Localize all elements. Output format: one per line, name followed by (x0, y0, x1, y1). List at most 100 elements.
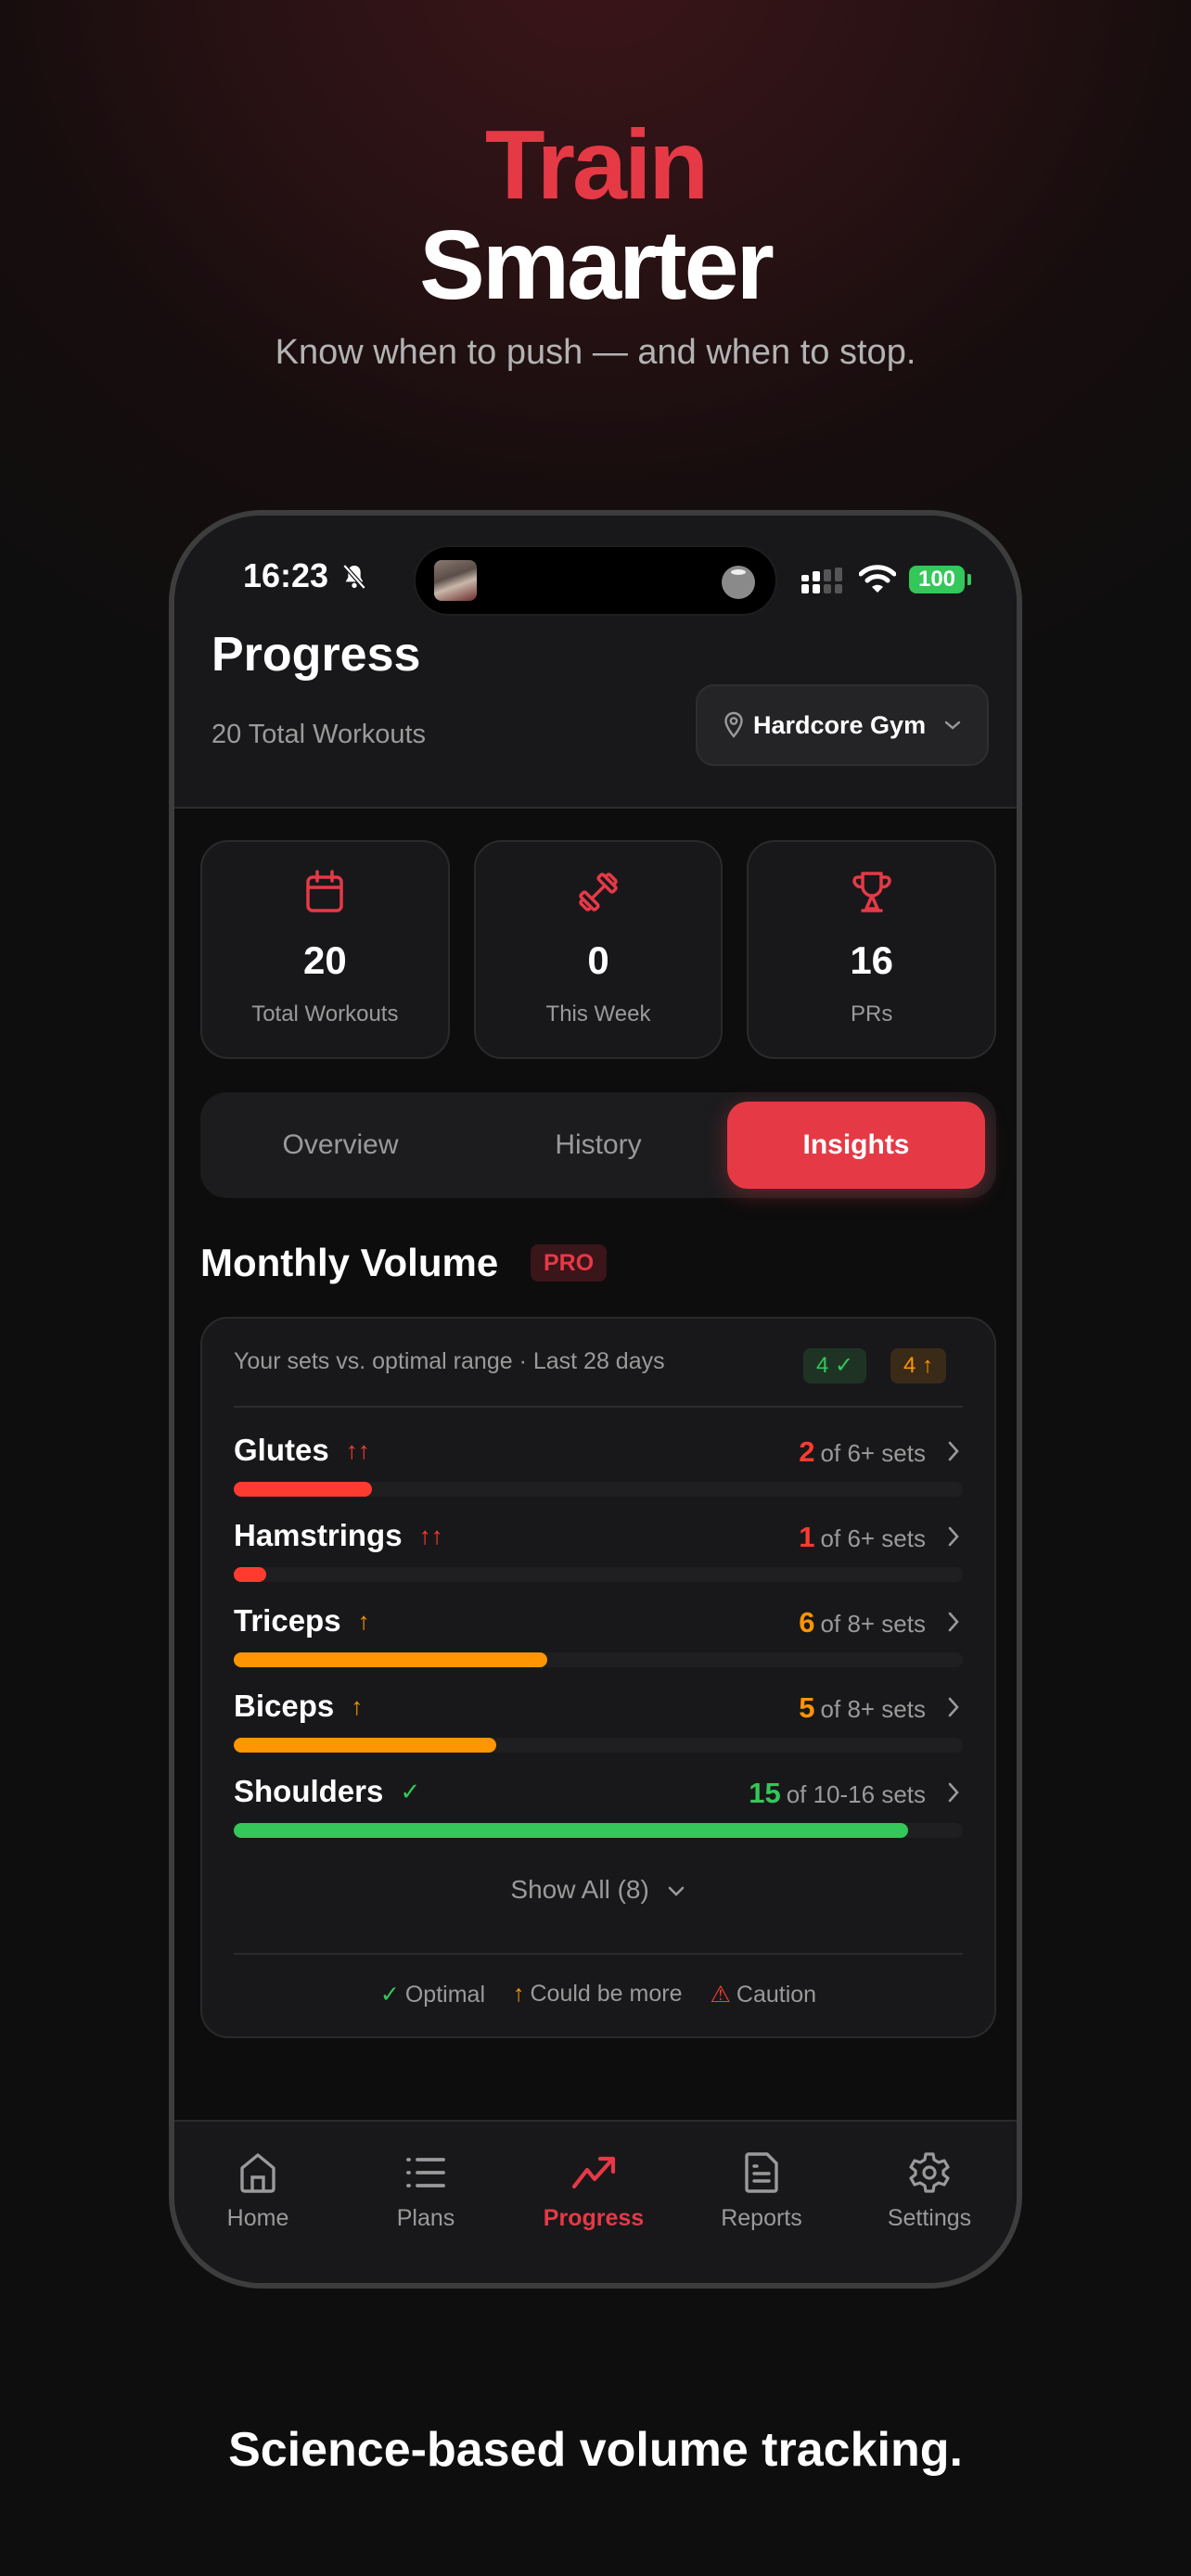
headline-smarter: Smarter (419, 210, 775, 320)
double-arrow-up-icon: ↑↑ (345, 1436, 370, 1464)
tab-label: Reports (721, 2205, 802, 2231)
muscle-name: Glutes (234, 1433, 329, 1467)
muscle-name: Hamstrings (234, 1518, 403, 1552)
muscle-row-glutes[interactable]: Glutes ↑↑ 2 of 6+ sets (234, 1432, 963, 1506)
sets-done: 15 (749, 1777, 781, 1809)
chevron-right-icon (948, 1441, 959, 1461)
dynamic-island[interactable] (414, 545, 777, 616)
document-icon (745, 2152, 778, 2193)
sets-done: 6 (799, 1606, 815, 1639)
pro-badge: PRO (531, 1244, 608, 1282)
double-arrow-up-icon: ↑↑ (418, 1522, 443, 1549)
gear-icon (909, 2152, 950, 2193)
volume-bar-fill (234, 1482, 373, 1497)
sets-done: 5 (799, 1691, 815, 1724)
stat-value: 20 (302, 938, 347, 982)
muscle-name-wrap: Shoulders ✓ (234, 1773, 420, 1810)
muscle-set-count: 1 of 6+ sets (799, 1521, 926, 1555)
monthly-volume-title: Monthly Volume (200, 1241, 499, 1284)
muscle-name-wrap: Biceps ↑ (234, 1688, 363, 1725)
muscle-name-wrap: Glutes ↑↑ (234, 1432, 370, 1469)
total-workouts-subtitle: 20 Total Workouts (211, 720, 427, 749)
arrow-up-icon: ↑ (357, 1607, 370, 1635)
stat-card-total-workouts[interactable]: 20 Total Workouts (200, 840, 450, 1059)
stat-label: This Week (545, 1001, 651, 1027)
page-header: Progress 20 Total Workouts Hardcore Gym (174, 627, 1017, 809)
optimal-count-pill: 4 ✓ (803, 1348, 867, 1384)
muscle-name-wrap: Hamstrings ↑↑ (234, 1517, 443, 1554)
tab-progress[interactable]: Progress (510, 2129, 677, 2232)
tab-home[interactable]: Home (174, 2129, 341, 2232)
checkmark-icon: ✓ (379, 1982, 400, 2008)
chevron-right-icon (948, 1782, 959, 1803)
muscle-name-wrap: Triceps ↑ (234, 1602, 370, 1639)
stat-cards: 20 Total Workouts 0 This Week (200, 840, 997, 1059)
muscle-set-count: 6 of 8+ sets (799, 1606, 926, 1640)
footer-tagline: Science-based volume tracking. (228, 2423, 963, 2477)
volume-bar-track (234, 1652, 963, 1667)
status-bar: 16:23 100 (174, 516, 1017, 627)
now-playing-artwork[interactable] (434, 560, 477, 601)
map-pin-icon (724, 711, 743, 738)
sets-target: of 10-16 sets (786, 1780, 926, 1808)
battery-indicator: 100 (909, 566, 965, 593)
calendar-icon (306, 870, 344, 912)
muscle-row-hamstrings[interactable]: Hamstrings ↑↑ 1 of 6+ sets (234, 1517, 963, 1591)
muscle-name: Biceps (234, 1689, 335, 1723)
tab-label: Plans (396, 2205, 455, 2231)
legend-label: Optimal (404, 1982, 485, 2008)
show-all-button[interactable]: Show All (8) (202, 1875, 994, 1905)
warning-icon: ⚠ (710, 1982, 731, 2008)
tab-plans[interactable]: Plans (342, 2129, 509, 2232)
volume-bar-track (234, 1567, 963, 1582)
trophy-icon (852, 872, 891, 912)
stat-label: Total Workouts (251, 1001, 399, 1027)
progress-tabs: Overview History Insights (200, 1092, 996, 1198)
tab-label: Settings (887, 2205, 972, 2231)
tab-settings[interactable]: Settings (846, 2129, 1013, 2232)
chevron-right-icon (948, 1612, 959, 1632)
muscle-set-count: 5 of 8+ sets (799, 1691, 926, 1726)
gym-selector-label: Hardcore Gym (753, 710, 927, 739)
stat-value: 0 (587, 938, 609, 982)
monthly-volume-card: Your sets vs. optimal range · Last 28 da… (200, 1317, 996, 2038)
list-icon (406, 2158, 445, 2187)
cellular-signal-icon (801, 567, 842, 593)
muscle-row-triceps[interactable]: Triceps ↑ 6 of 8+ sets (234, 1602, 963, 1677)
sets-target: of 6+ sets (820, 1524, 926, 1552)
tab-insights[interactable]: Insights (727, 1102, 985, 1189)
stat-card-prs[interactable]: 16 PRs (747, 840, 997, 1059)
checkmark-icon: ✓ (400, 1778, 421, 1805)
legend: ✓ Optimal ↑ Could be more ⚠ Caution (202, 1981, 994, 2009)
arrow-up-icon: ↑ (351, 1692, 364, 1720)
volume-bar-track (234, 1738, 963, 1753)
tab-history[interactable]: History (555, 1129, 642, 1160)
divider (234, 1406, 963, 1408)
headline-train: Train (484, 110, 709, 220)
wifi-icon (859, 565, 896, 593)
stat-value: 16 (850, 938, 894, 982)
volume-bar-track (234, 1823, 963, 1838)
tab-label: Progress (543, 2205, 645, 2231)
gym-selector[interactable]: Hardcore Gym (696, 684, 989, 766)
homepod-icon (722, 566, 755, 599)
sets-target: of 8+ sets (820, 1695, 926, 1723)
stat-label: PRs (851, 1001, 893, 1027)
volume-bar-track (234, 1482, 963, 1497)
tab-overview[interactable]: Overview (282, 1129, 399, 1160)
tab-label: Home (226, 2205, 289, 2231)
legend-optimal: ✓ Optimal (380, 1981, 485, 2009)
phone-frame: 16:23 100 Progress (169, 510, 1022, 2289)
muscle-name: Triceps (234, 1603, 341, 1638)
muscle-set-count: 2 of 6+ sets (799, 1435, 926, 1470)
volume-bar-fill (234, 1738, 496, 1753)
legend-caution: ⚠ Caution (710, 1981, 816, 2009)
stat-card-this-week[interactable]: 0 This Week (473, 840, 724, 1059)
battery-nub (967, 574, 971, 585)
muscle-row-biceps[interactable]: Biceps ↑ 5 of 8+ sets (234, 1688, 963, 1762)
sets-done: 2 (799, 1435, 815, 1468)
volume-bar-fill (234, 1652, 547, 1667)
volume-bar-fill (234, 1823, 909, 1838)
muscle-row-shoulders[interactable]: Shoulders ✓ 15 of 10-16 sets (234, 1773, 963, 1847)
tab-reports[interactable]: Reports (678, 2129, 845, 2232)
